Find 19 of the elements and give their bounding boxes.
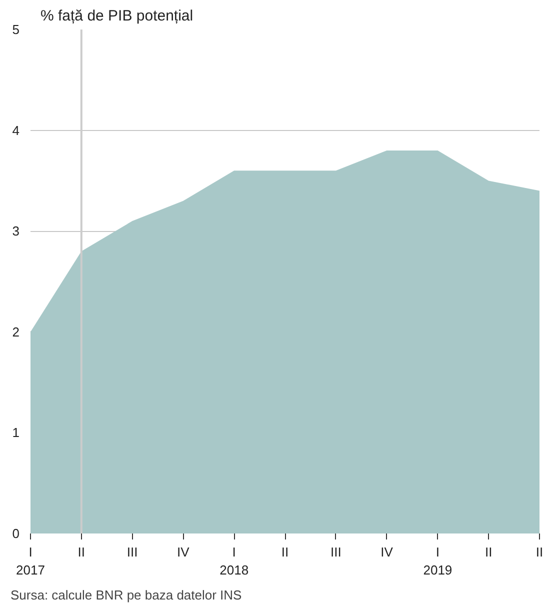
x-tick-label: III: [330, 544, 342, 560]
x-tick-label: III: [126, 544, 138, 560]
x-tick-label: II: [281, 544, 289, 560]
y-axis-title: % față de PIB potențial: [40, 8, 194, 24]
y-tick-label: 1: [12, 425, 20, 440]
x-tick-label: I 2019: [423, 544, 452, 578]
y-tick-label: 2: [12, 324, 20, 340]
y-tick-label: 5: [12, 22, 20, 37]
text: Sursa: calcule BNR pe baza datelor INS: [10, 588, 242, 602]
y-tick-label: 3: [12, 224, 20, 239]
x-tick-label: I 2017: [16, 544, 45, 578]
x-tick-label: II: [536, 544, 544, 560]
x-tick-label: II: [484, 544, 492, 560]
x-tick-label: IV: [380, 544, 394, 560]
x-tick-label: I 2018: [220, 544, 249, 578]
y-tick-label: 0: [12, 526, 20, 541]
x-tick-label: IV: [177, 544, 190, 560]
x-tick-label: II: [78, 544, 86, 560]
y-tick-label: 4: [12, 122, 20, 138]
